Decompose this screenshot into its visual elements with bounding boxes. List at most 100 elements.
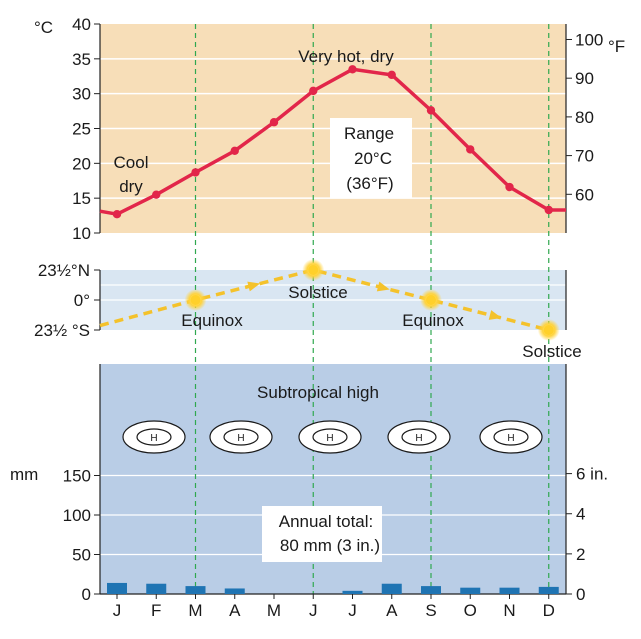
temp-tick-label-left: 25: [72, 120, 91, 139]
temp-tick-label-left: 15: [72, 189, 91, 208]
precip-tick-label-left: 50: [72, 546, 91, 565]
temp-tick-label-right: 100: [575, 30, 603, 49]
annual-total-box: [262, 506, 382, 562]
precip-bar: [342, 590, 363, 594]
high-pressure-inner: [493, 428, 529, 446]
temperature-point: [152, 190, 161, 199]
sun-marker: [543, 325, 554, 335]
high-pressure-icon: H: [387, 420, 451, 454]
sun-event-label: Solstice: [522, 342, 582, 361]
temp-tick-label-left: 35: [72, 50, 91, 69]
range-label-2: 20°C: [354, 149, 392, 168]
sun-event-label: Equinox: [181, 311, 243, 330]
high-pressure-icon: H: [479, 420, 543, 454]
temperature-point: [269, 118, 279, 127]
temp-tick-label-left: 30: [72, 85, 91, 104]
temp-tick-label-right: 60: [575, 185, 594, 204]
precip-bar: [381, 583, 402, 594]
high-pressure-icon: H: [122, 420, 186, 454]
high-pressure-letter: H: [415, 433, 422, 444]
precip-tick-label-right: 6 in.: [576, 465, 608, 484]
range-label-3: (36°F): [346, 174, 393, 193]
temperature-point: [544, 205, 553, 215]
very-hot-dry-label: Very hot, dry: [298, 47, 394, 66]
month-label: J: [113, 601, 122, 620]
sun-path-line: [99, 268, 550, 332]
month-label: A: [386, 601, 398, 620]
precip-bar: [185, 586, 206, 594]
range-label-1: Range: [344, 124, 394, 143]
temperature-point: [466, 145, 475, 154]
sun-tick-label: 23½ °S: [34, 321, 90, 340]
high-pressure-inner: [401, 428, 437, 446]
month-label: S: [425, 601, 436, 620]
precip-bar: [224, 588, 245, 594]
month-label: M: [267, 601, 281, 620]
precip-tick-label-left: 0: [82, 585, 91, 604]
precip-tick-label-left: 150: [63, 467, 91, 486]
precip-bar: [460, 587, 481, 594]
precip-unit-left: mm: [10, 465, 38, 484]
annual-total-label-1: Annual total:: [279, 512, 374, 531]
precip-tick-label-left: 100: [63, 506, 91, 525]
cool-dry-label-2: dry: [119, 177, 143, 196]
temperature-point: [387, 70, 396, 80]
cool-dry-label-1: Cool: [114, 153, 149, 172]
high-pressure-inner: [136, 428, 172, 446]
temp-tick-label-left: 20: [72, 154, 91, 173]
high-pressure-letter: H: [507, 433, 514, 444]
precip-bar: [499, 587, 520, 594]
temperature-point: [230, 146, 239, 155]
temp-tick-label-right: 80: [575, 108, 594, 127]
range-box: [330, 118, 412, 198]
annual-total-label-2: 80 mm (3 in.): [280, 536, 380, 555]
high-pressure-letter: H: [237, 433, 244, 444]
sun-marker: [308, 265, 319, 275]
temp-unit-right: °F: [608, 37, 625, 56]
precip-bar: [421, 586, 441, 594]
month-label: M: [188, 601, 202, 620]
temperature-layer: [99, 65, 566, 219]
temp-tick-label-left: 10: [72, 224, 91, 243]
temperature-point: [426, 106, 436, 115]
high-pressure-icon: H: [298, 420, 362, 454]
sun-marker: [426, 295, 436, 305]
temp-tick-label-left: 40: [72, 15, 91, 34]
precip-tick-label-right: 4: [576, 505, 585, 524]
sun-tick-label: 23½°N: [38, 261, 90, 280]
month-label: A: [229, 601, 241, 620]
temp-unit-left: °C: [34, 18, 53, 37]
precip-bar: [146, 583, 167, 594]
temp-tick-label-right: 70: [575, 147, 594, 166]
precip-bar: [107, 582, 127, 594]
precip-bar: [538, 586, 559, 594]
high-pressure-inner: [312, 428, 348, 446]
month-label: F: [151, 601, 161, 620]
high-pressure-icon: H: [209, 420, 273, 454]
sun-path-arrow: [376, 281, 390, 292]
temperature-line: [99, 67, 566, 216]
month-label: N: [503, 601, 515, 620]
sun-path-arrow: [247, 281, 261, 292]
subtropical-high-label: Subtropical high: [257, 383, 379, 402]
sun-path-arrow: [488, 310, 502, 320]
sun-event-label: Solstice: [288, 283, 348, 302]
temperature-point: [348, 65, 357, 74]
temperature-point: [309, 86, 318, 96]
sun-marker: [190, 295, 201, 305]
temp-tick-label-right: 90: [575, 69, 594, 88]
temperature-point: [191, 168, 200, 177]
high-pressure-letter: H: [150, 433, 157, 444]
sun-path-layer: Equinox Solstice Equinox Solstice: [99, 259, 582, 361]
precip-tick-label-right: 2: [576, 545, 585, 564]
month-label: J: [309, 601, 318, 620]
month-label: O: [464, 601, 477, 620]
sun-event-label: Equinox: [402, 311, 464, 330]
temperature-point: [505, 182, 514, 192]
month-label: J: [348, 601, 357, 620]
precip-tick-label-right: 0: [576, 585, 585, 604]
